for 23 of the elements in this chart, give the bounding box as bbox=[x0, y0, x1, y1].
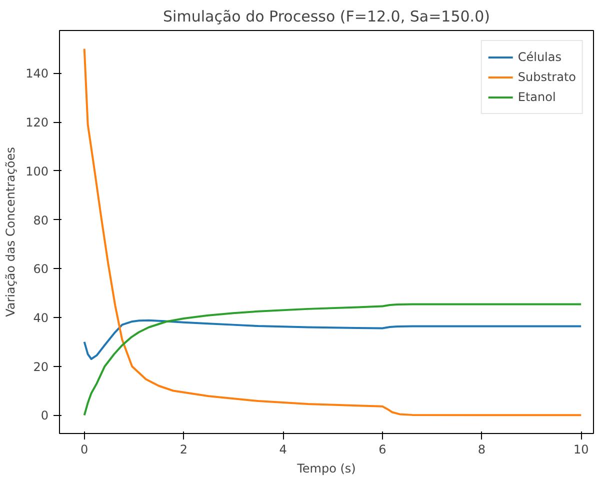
legend-label: Etanol bbox=[518, 90, 556, 104]
line-series bbox=[83, 48, 582, 416]
y-tick-label: 60 bbox=[33, 262, 49, 276]
y-tick-label: 0 bbox=[40, 408, 49, 423]
x-tick-label: 4 bbox=[279, 442, 287, 456]
x-axis-title: Tempo (s) bbox=[296, 462, 356, 476]
y-axis-title: Variação das Concentrações bbox=[4, 147, 18, 317]
line-series bbox=[83, 319, 582, 360]
y-tick-label: 20 bbox=[33, 360, 49, 374]
x-tick-label: 8 bbox=[478, 442, 486, 456]
line-series bbox=[83, 303, 582, 416]
y-tick-label: 120 bbox=[26, 116, 48, 130]
x-tick-label: 6 bbox=[378, 442, 386, 456]
x-tick-label: 0 bbox=[80, 442, 88, 456]
x-tick-label: 10 bbox=[573, 442, 589, 456]
chart-title: Simulação do Processo (F=12.0, Sa=150.0) bbox=[163, 8, 490, 26]
y-tick-label: 100 bbox=[26, 164, 48, 178]
y-tick-label: 140 bbox=[26, 66, 48, 81]
legend-label: Células bbox=[518, 50, 562, 64]
x-tick-label: 2 bbox=[180, 442, 188, 456]
y-tick-label: 80 bbox=[33, 213, 49, 228]
y-tick-label: 40 bbox=[33, 310, 49, 325]
legend-label: Substrato bbox=[518, 70, 576, 84]
